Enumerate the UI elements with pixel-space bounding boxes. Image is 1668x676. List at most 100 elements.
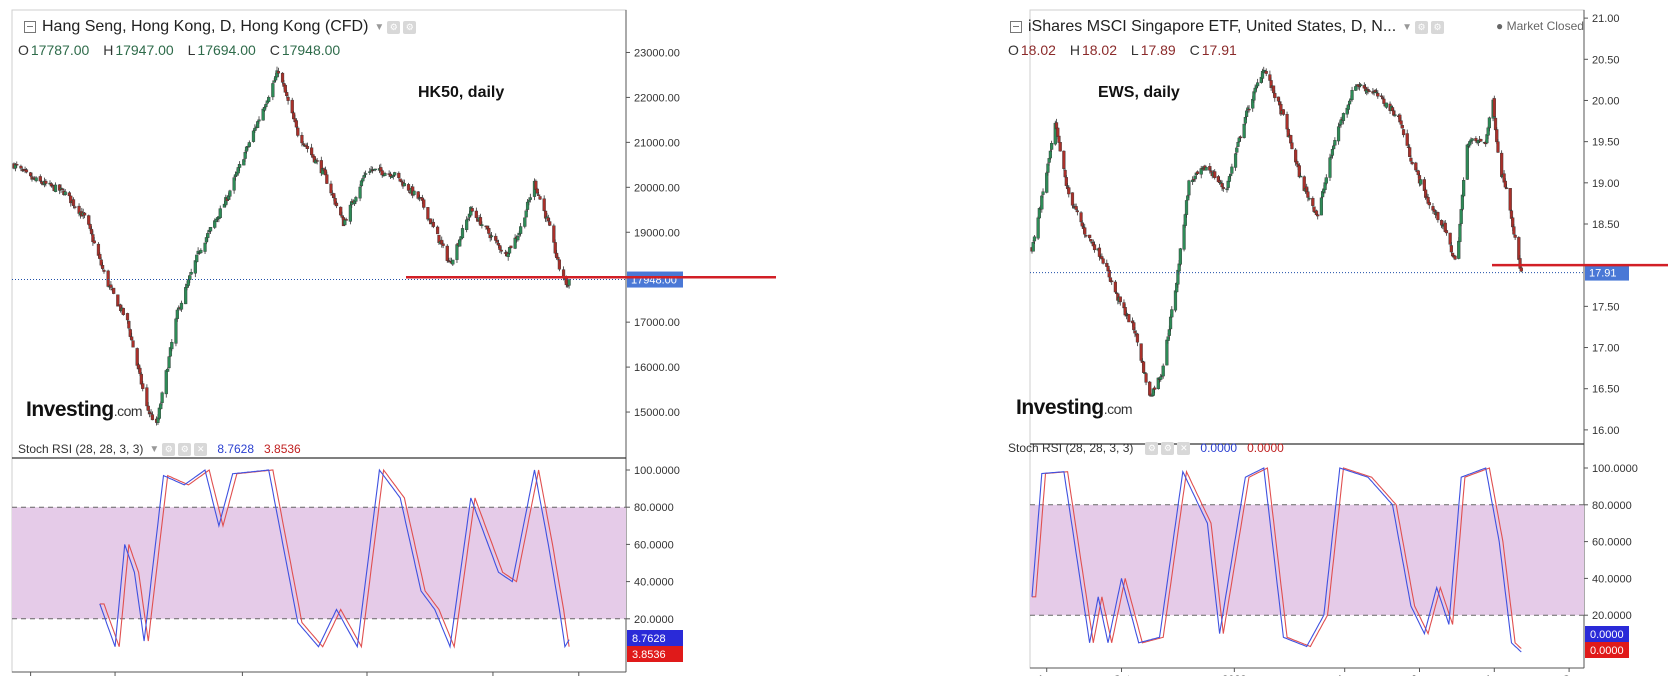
candle (141, 383, 145, 389)
candle (24, 169, 29, 173)
candle (553, 242, 557, 254)
candle (1062, 150, 1066, 169)
candle (1084, 234, 1088, 237)
indicator-label: Stoch RSI (28, 28, 3, 3) (1008, 441, 1134, 455)
gear-icon[interactable]: ⚙ (403, 20, 417, 34)
candle (1045, 172, 1049, 193)
high-value: 17947.00 (115, 42, 174, 58)
candle (1264, 70, 1268, 74)
candle (1419, 179, 1423, 185)
candle (354, 197, 358, 202)
stoch-band (12, 507, 626, 619)
candle (145, 387, 149, 407)
gear-icon[interactable]: ⚙ (1161, 441, 1175, 455)
stoch-rsi-legend: Stoch RSI (28, 28, 3, 3) ⚙ ⚙ ✕ 0.0000 0.… (1008, 441, 1284, 455)
investing-logo: Investing.com (1016, 396, 1133, 419)
candle (383, 173, 387, 176)
candle (1384, 102, 1388, 108)
stoch-k-value: 0.0000 (1200, 441, 1238, 455)
candle (63, 191, 67, 196)
candle (160, 392, 164, 404)
collapse-icon[interactable] (24, 21, 36, 33)
candle (1139, 343, 1143, 361)
candle (67, 192, 71, 197)
candle (1092, 244, 1097, 251)
candle (1405, 133, 1409, 146)
ews-chart: 21.00 20.50 20.00 19.50 19.00 18.50 17.50 17.00… (996, 0, 1668, 676)
candle (1037, 208, 1041, 219)
candle (506, 253, 510, 258)
close-value: 17.91 (1201, 42, 1237, 58)
collapse-icon[interactable] (1010, 21, 1022, 33)
candle (300, 135, 304, 144)
candle (1436, 211, 1440, 221)
candle (130, 336, 134, 341)
candle (285, 92, 289, 96)
candle (242, 159, 246, 166)
candle (100, 265, 105, 269)
candle (567, 279, 571, 286)
candle (1110, 280, 1114, 282)
candle (509, 245, 513, 248)
candle (441, 243, 445, 246)
candle (368, 171, 372, 173)
candle (557, 259, 561, 270)
candles (1030, 66, 1523, 397)
chevron-down-icon[interactable]: ▼ (1402, 21, 1413, 33)
chevron-down-icon[interactable]: ▼ (149, 443, 160, 455)
price-tick-label: 22000.00 (634, 92, 680, 104)
settings-icon[interactable]: ⚙ (162, 442, 176, 456)
candle (1379, 95, 1384, 97)
open-value: 17787.00 (30, 42, 90, 58)
candle (1333, 140, 1337, 146)
candle (1347, 100, 1352, 105)
candle (552, 225, 556, 243)
gear-icon[interactable]: ⚙ (1431, 20, 1445, 34)
close-icon[interactable]: ✕ (1177, 441, 1191, 455)
candle (1513, 234, 1517, 238)
candle (1074, 206, 1078, 210)
settings-icon[interactable]: ⚙ (387, 20, 401, 34)
settings-icon[interactable]: ⚙ (1145, 441, 1159, 455)
candle (276, 70, 280, 74)
candle (261, 108, 265, 121)
price-tick-label: 23000.00 (634, 47, 680, 59)
candle (1359, 84, 1363, 87)
candle (280, 72, 285, 83)
candle (1227, 176, 1232, 182)
candle (146, 405, 150, 411)
candle (1492, 98, 1496, 117)
stoch-k-badge-label: 0.0000 (1590, 629, 1624, 641)
candle (189, 272, 193, 275)
settings-icon[interactable]: ⚙ (1415, 20, 1429, 34)
candle (1519, 267, 1523, 272)
candle (519, 226, 523, 234)
price-tick-label: 17.50 (1592, 301, 1620, 313)
close-icon[interactable]: ✕ (194, 442, 208, 456)
candle (1244, 110, 1249, 117)
candle (340, 215, 344, 218)
candle (1067, 187, 1071, 195)
price-tick-label: 18.50 (1592, 219, 1620, 231)
candle (1058, 142, 1062, 152)
candle (1238, 136, 1243, 139)
price-tick-label: 19.00 (1592, 178, 1620, 190)
candle (422, 199, 426, 208)
candle (1161, 365, 1165, 377)
gear-icon[interactable]: ⚙ (178, 442, 192, 456)
candle (535, 188, 539, 194)
candle (1221, 187, 1225, 189)
candle (1159, 376, 1163, 380)
candle (478, 217, 483, 226)
candle (466, 218, 470, 220)
candle (507, 247, 512, 254)
candle (339, 206, 343, 216)
chevron-down-icon[interactable]: ▼ (374, 21, 385, 33)
candles (12, 66, 571, 426)
candle (1101, 258, 1105, 264)
candle (495, 240, 499, 243)
candle (1414, 162, 1418, 171)
candle (164, 370, 168, 395)
candle (470, 208, 474, 212)
candle (109, 284, 113, 288)
